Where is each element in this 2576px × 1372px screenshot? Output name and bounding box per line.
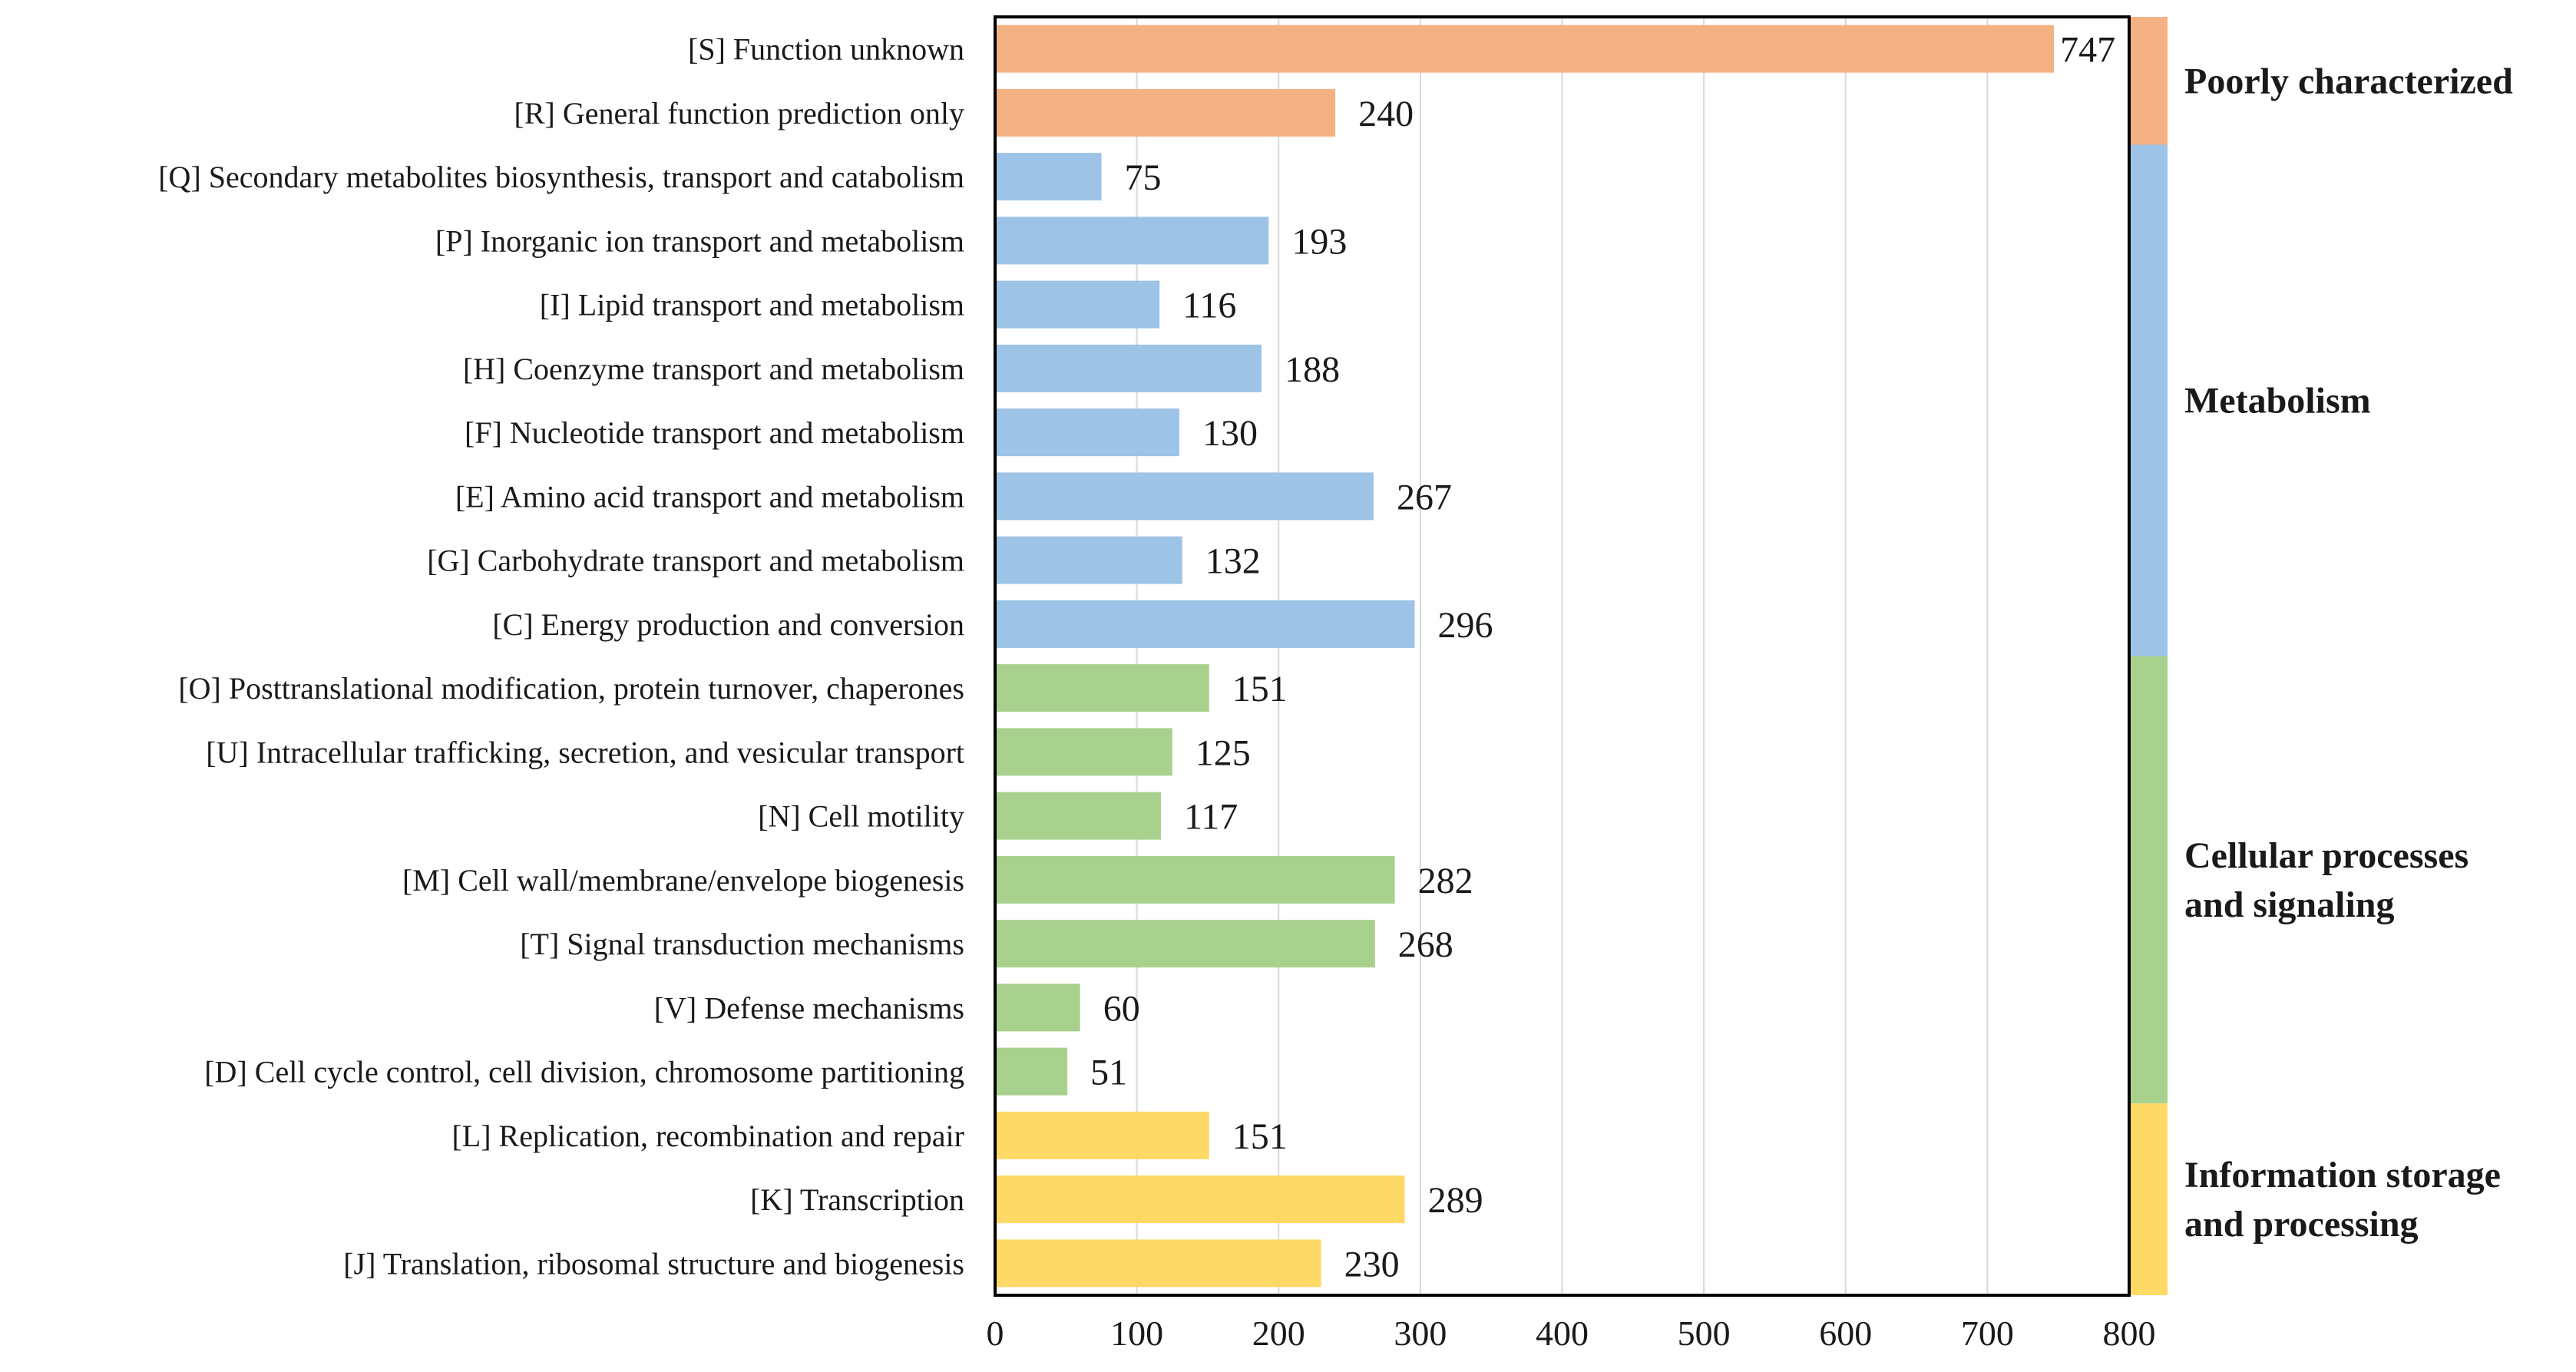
category-label: [R] General function prediction only — [514, 96, 964, 131]
group-label: Information storage and processing — [2184, 1155, 2501, 1245]
group-color-strip — [2129, 656, 2168, 1104]
category-label: [I] Lipid transport and metabolism — [540, 288, 964, 322]
category-label: [V] Defense mechanisms — [654, 990, 964, 1025]
bar — [995, 920, 1375, 968]
category-label: [F] Nucleotide transport and metabolism — [465, 415, 964, 450]
data-label: 117 — [1184, 797, 1238, 838]
labels: [S] Function unknown 747 [R] General funct… — [158, 30, 2115, 1285]
category-label: [H] Coenzyme transport and metabolism — [463, 352, 964, 386]
bar — [995, 984, 1080, 1032]
data-label: 125 — [1195, 732, 1251, 773]
data-label: 75 — [1124, 157, 1161, 198]
gridlines — [1136, 17, 1989, 1295]
category-label: [J] Translation, ribosomal structure and… — [343, 1246, 964, 1281]
bar — [995, 472, 1374, 521]
bar — [995, 280, 1160, 329]
group-label-line: and signaling — [2184, 884, 2394, 925]
group-label-line: Information storage — [2184, 1155, 2501, 1195]
category-label: [D] Cell cycle control, cell division, c… — [204, 1055, 964, 1089]
bar — [995, 217, 1269, 265]
group-color-strip — [2129, 1103, 2168, 1295]
bars — [995, 25, 2055, 1288]
bar — [995, 1111, 1209, 1159]
bar — [995, 536, 1182, 584]
bar — [995, 792, 1162, 840]
data-label: 130 — [1202, 413, 1258, 454]
bar — [995, 600, 1415, 648]
group-label-line: Metabolism — [2184, 381, 2371, 422]
data-label: 230 — [1344, 1244, 1400, 1284]
bar — [995, 344, 1262, 392]
category-label: [U] Intracellular trafficking, secretion… — [206, 735, 964, 769]
bar — [995, 855, 1395, 904]
group-color-strip — [2129, 144, 2168, 656]
category-label: [C] Energy production and conversion — [492, 607, 964, 642]
data-label: 132 — [1205, 541, 1261, 582]
group-label-line: and processing — [2184, 1204, 2419, 1245]
data-label: 296 — [1437, 605, 1493, 646]
data-label: 268 — [1398, 924, 1453, 965]
category-label: [S] Function unknown — [688, 32, 964, 67]
category-groups: Poorly characterized Metabolism Cellular p… — [2129, 17, 2513, 1295]
data-label: 60 — [1103, 988, 1140, 1029]
x-tick-label: 500 — [1678, 1314, 1731, 1353]
category-label: [N] Cell motility — [758, 799, 964, 834]
group-label-line: Cellular processes — [2184, 835, 2469, 876]
data-label: 188 — [1285, 349, 1340, 390]
category-label: [K] Transcription — [750, 1182, 964, 1217]
bar — [995, 88, 1336, 137]
group-color-strip — [2129, 17, 2168, 145]
x-tick-label: 400 — [1536, 1314, 1589, 1353]
category-label: [L] Replication, recombination and repai… — [451, 1119, 964, 1153]
bar — [995, 728, 1172, 776]
bar — [995, 1175, 1405, 1224]
group-label: Poorly characterized — [2184, 61, 2513, 101]
category-label: [M] Cell wall/membrane/envelope biogenes… — [402, 863, 964, 898]
data-label: 116 — [1182, 286, 1236, 326]
category-label: [O] Posttranslational modification, prot… — [178, 671, 964, 706]
bar — [995, 153, 1102, 201]
data-label: 151 — [1232, 669, 1288, 709]
x-tick-label: 0 — [987, 1314, 1004, 1353]
bar — [995, 1047, 1068, 1096]
x-tick-label: 800 — [2103, 1314, 2156, 1353]
x-tick-label: 200 — [1252, 1314, 1305, 1353]
data-label: 51 — [1090, 1053, 1127, 1093]
category-label: [P] Inorganic ion transport and metaboli… — [435, 223, 964, 258]
plot-frame — [994, 15, 2131, 1297]
data-label: 267 — [1397, 477, 1452, 517]
data-label: 289 — [1428, 1180, 1483, 1221]
bar — [995, 408, 1180, 457]
group-label: Cellular processes and signaling — [2184, 835, 2469, 925]
category-label: [Q] Secondary metabolites biosynthesis, … — [158, 160, 964, 194]
category-label: [T] Signal transduction mechanisms — [520, 927, 964, 961]
group-label: Metabolism — [2184, 381, 2371, 422]
x-axis-ticks: 0 100 200 300 400 500 600 700 800 — [987, 1314, 2156, 1353]
bar — [995, 25, 2055, 73]
bar — [995, 1239, 1321, 1288]
category-label: [G] Carbohydrate transport and metabolis… — [427, 544, 964, 578]
x-tick-label: 300 — [1394, 1314, 1447, 1353]
data-label: 151 — [1232, 1116, 1288, 1157]
group-label-line: Poorly characterized — [2184, 61, 2513, 101]
x-tick-label: 700 — [1961, 1314, 2014, 1353]
data-label: 747 — [2060, 30, 2115, 71]
data-label: 193 — [1291, 221, 1347, 262]
data-label: 240 — [1358, 94, 1414, 134]
data-label: 282 — [1418, 861, 1473, 901]
category-label: [E] Amino acid transport and metabolism — [455, 479, 964, 514]
x-tick-label: 600 — [1819, 1314, 1872, 1353]
bar — [995, 664, 1209, 712]
x-tick-label: 100 — [1110, 1314, 1163, 1353]
